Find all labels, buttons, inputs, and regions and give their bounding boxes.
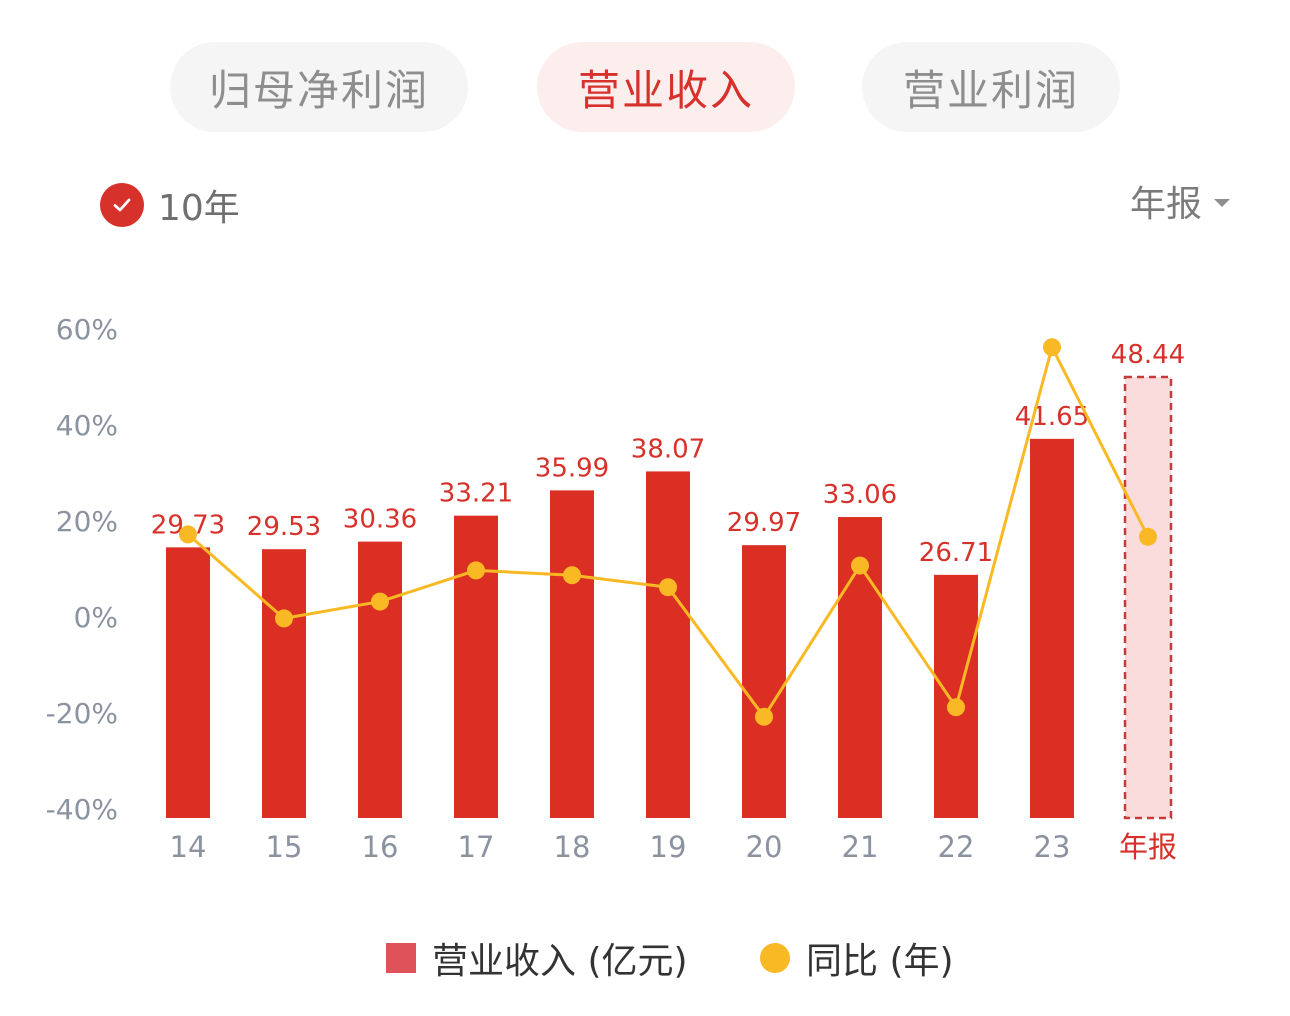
bar-forecast xyxy=(1123,375,1173,820)
years-toggle-label: 10年 xyxy=(158,188,240,229)
y-tick-label: 20% xyxy=(56,505,118,538)
y-axis: 60% 40% 20% 0% -20% -40% xyxy=(46,313,118,826)
bar-labels: 29.73 29.53 30.3633.2135.9938.0729.9733.06… xyxy=(151,340,1185,568)
bar xyxy=(1030,438,1074,818)
x-axis: 14 15 16 17 18 19 20 21 22 23 年报 xyxy=(170,830,1177,864)
metric-tabs: 归母净利润 营业收入 营业利润 xyxy=(0,42,1290,132)
bar xyxy=(742,545,786,818)
legend-bar-swatch xyxy=(386,943,416,973)
legend-item-yoy[interactable]: 同比 (年) xyxy=(760,930,954,986)
yoy-point xyxy=(947,698,965,717)
bar-value-label: 48.44 xyxy=(1111,340,1185,370)
x-tick-label: 14 xyxy=(170,830,207,864)
legend-item-revenue[interactable]: 营业收入 (亿元) xyxy=(386,930,688,986)
period-select[interactable]: 年报 xyxy=(1130,176,1230,226)
legend-dot-swatch xyxy=(760,943,790,973)
legend-label-revenue: 营业收入 (亿元) xyxy=(432,941,688,982)
yoy-point xyxy=(755,707,773,726)
legend-label-yoy: 同比 (年) xyxy=(806,941,954,982)
yoy-point xyxy=(563,566,581,585)
x-tick-label: 22 xyxy=(938,830,975,864)
x-tick-label: 19 xyxy=(650,830,687,864)
bar-value-label: 26.71 xyxy=(919,538,993,568)
tab-revenue[interactable]: 营业收入 xyxy=(537,42,795,132)
bar xyxy=(358,541,402,818)
bar-value-label: 29.97 xyxy=(727,508,801,538)
bar xyxy=(262,549,306,818)
bar-value-label: 33.06 xyxy=(823,480,897,510)
tab-operating-profit[interactable]: 营业利润 xyxy=(862,42,1120,132)
x-tick-label: 17 xyxy=(458,830,495,864)
bar-value-label: 35.99 xyxy=(535,453,609,483)
yoy-point xyxy=(275,609,293,628)
yoy-point xyxy=(1139,527,1157,546)
y-tick-label: 40% xyxy=(56,409,118,442)
x-tick-label: 18 xyxy=(554,830,591,864)
y-tick-label: 60% xyxy=(56,313,118,346)
yoy-point xyxy=(851,556,869,575)
revenue-chart: 60%40%20%0%-20%-40% 29.73 29.53 30.3633.21… xyxy=(46,313,1186,864)
y-tick-label: -20% xyxy=(46,697,118,730)
yoy-point xyxy=(371,592,389,611)
years-toggle[interactable]: 10年 xyxy=(100,180,240,230)
bar-value-label: 29.53 xyxy=(247,512,321,542)
yoy-line xyxy=(179,338,1157,726)
bar xyxy=(646,471,690,818)
bar-value-label: 41.65 xyxy=(1015,402,1089,432)
check-circle-icon[interactable] xyxy=(100,183,144,227)
period-select-label: 年报 xyxy=(1129,184,1202,225)
bar-value-label: 33.21 xyxy=(439,479,513,509)
bar-value-label: 38.07 xyxy=(631,434,705,464)
bar xyxy=(166,547,210,818)
x-tick-label: 年报 xyxy=(1119,830,1177,864)
bar xyxy=(934,574,978,818)
yoy-point xyxy=(1043,338,1061,357)
y-tick-label: 0% xyxy=(74,601,118,634)
legend: 营业收入 (亿元) 同比 (年) xyxy=(0,930,1290,986)
yoy-point xyxy=(179,525,197,544)
bar-value-label: 30.36 xyxy=(343,505,417,535)
tab-net-profit[interactable]: 归母净利润 xyxy=(170,42,468,132)
x-tick-label: 23 xyxy=(1034,830,1071,864)
bar xyxy=(550,490,594,818)
x-tick-label: 20 xyxy=(746,830,783,864)
y-tick-label: -40% xyxy=(46,793,118,826)
yoy-point xyxy=(467,561,485,580)
x-tick-label: 21 xyxy=(842,830,879,864)
x-tick-label: 15 xyxy=(266,830,303,864)
yoy-point xyxy=(659,578,677,597)
x-tick-label: 16 xyxy=(362,830,399,864)
bar xyxy=(454,515,498,818)
caret-down-icon xyxy=(1214,199,1230,207)
